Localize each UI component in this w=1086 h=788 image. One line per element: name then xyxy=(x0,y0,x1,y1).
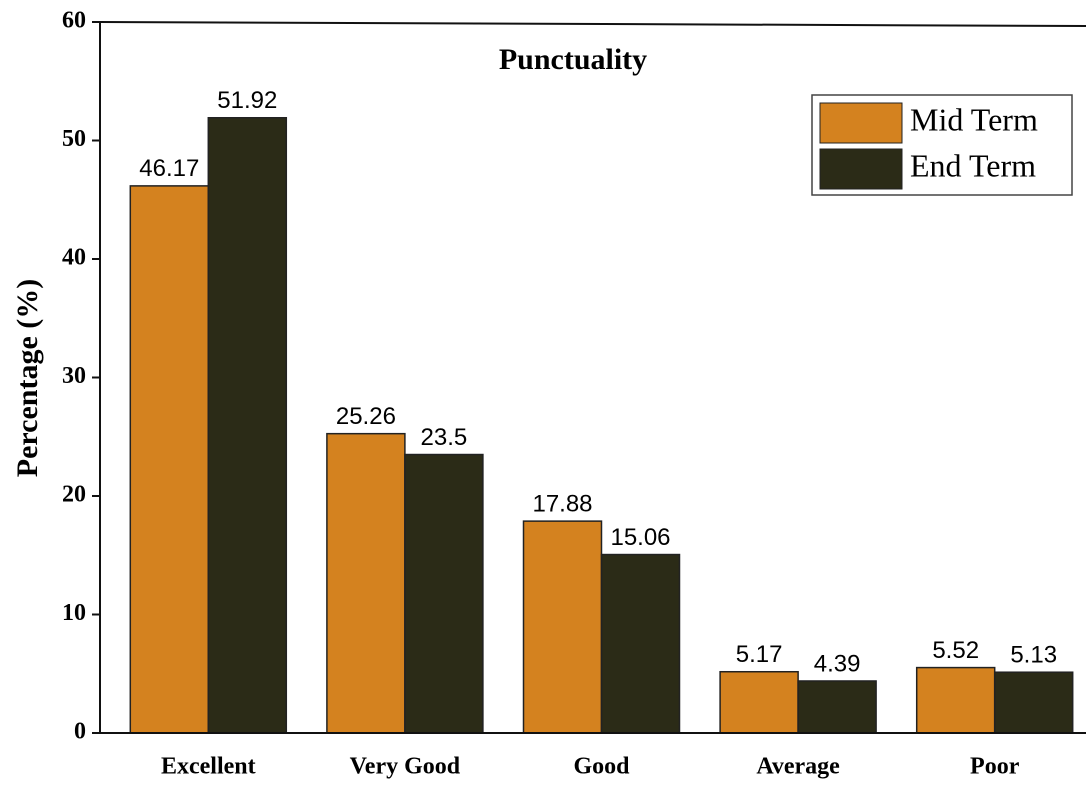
value-label: 23.5 xyxy=(421,424,468,451)
x-tick-label: Excellent xyxy=(161,754,256,780)
y-tick-label: 50 xyxy=(62,126,86,152)
legend-swatch xyxy=(819,102,903,144)
value-label: 17.88 xyxy=(532,490,592,517)
legend-swatch xyxy=(819,148,903,190)
value-label: 5.13 xyxy=(1010,642,1057,669)
bar xyxy=(797,680,877,734)
value-label: 4.39 xyxy=(814,650,861,677)
y-tick-label: 20 xyxy=(62,482,86,508)
x-tick-label: Good xyxy=(573,754,630,780)
y-tick-label: 10 xyxy=(62,600,86,626)
chart-title: Punctuality xyxy=(499,43,647,76)
legend-label: End Term xyxy=(910,147,1036,183)
value-label: 15.06 xyxy=(610,524,670,551)
value-label: 25.26 xyxy=(336,403,396,430)
x-tick-label: Poor xyxy=(970,754,1020,780)
x-tick-label: Very Good xyxy=(350,754,461,780)
value-label: 5.17 xyxy=(736,641,783,668)
y-tick-label: 30 xyxy=(62,363,86,389)
bar xyxy=(915,666,996,734)
y-tick-label: 60 xyxy=(62,8,86,34)
bar xyxy=(404,453,484,734)
bar xyxy=(993,671,1074,734)
y-tick-label: 40 xyxy=(62,245,86,271)
value-label: 5.52 xyxy=(932,637,979,664)
bar xyxy=(207,116,288,734)
value-label: 51.92 xyxy=(217,87,277,114)
bar xyxy=(129,185,210,734)
bar xyxy=(522,520,603,734)
legend-label: Mid Term xyxy=(910,101,1038,137)
bar xyxy=(600,553,681,734)
y-tick-label: 0 xyxy=(74,719,86,745)
value-label: 46.17 xyxy=(139,155,199,182)
top-frame xyxy=(99,21,1086,27)
bar xyxy=(326,432,406,734)
y-axis-label: Percentage (%) xyxy=(11,279,44,478)
bar xyxy=(719,670,799,734)
x-tick-label: Average xyxy=(756,754,840,780)
